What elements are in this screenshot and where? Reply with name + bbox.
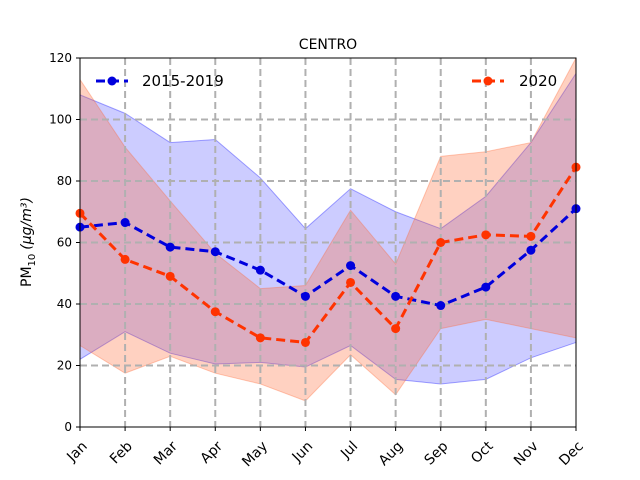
data-point-2020: [481, 230, 491, 240]
y-axis-label-unit: (μg/m³): [19, 197, 35, 250]
legend-label-2015-2019: 2015-2019: [142, 72, 224, 90]
series-lines: [75, 162, 581, 347]
series-line-2015-2019: [79, 207, 578, 308]
data-point-2020: [210, 307, 220, 317]
series-line-2020: [78, 166, 578, 345]
confidence-bands: [79, 57, 577, 402]
y-tick-label: 120: [49, 51, 72, 65]
legend-marker-2015-2019: [107, 76, 117, 86]
data-point-2020: [255, 333, 265, 343]
y-tick-label: 60: [57, 236, 72, 250]
legend-label-2020: 2020: [519, 72, 557, 90]
data-point-2015-2019: [346, 261, 356, 271]
data-point-2020: [346, 277, 356, 287]
y-tick-label: 20: [57, 359, 72, 373]
chart-title: CENTRO: [299, 37, 357, 53]
data-point-2015-2019: [391, 291, 401, 301]
data-point-2015-2019: [526, 245, 536, 255]
data-point-2020: [165, 271, 175, 281]
legend-marker-2020: [483, 76, 493, 86]
data-point-2015-2019: [255, 265, 265, 275]
y-axis-ticks: 0 20 40 60 80 100 120: [49, 51, 80, 434]
y-tick-label: 100: [49, 113, 72, 127]
y-tick-label: 0: [64, 420, 72, 434]
data-point-2015-2019: [436, 301, 446, 311]
y-tick-label: 80: [57, 174, 72, 188]
data-point-2015-2019: [165, 242, 175, 252]
data-point-2020: [526, 231, 536, 241]
data-point-2020: [391, 324, 401, 334]
legend-2015-2019: 2015-2019: [96, 72, 224, 90]
grid-lines: [80, 58, 576, 427]
data-point-2020: [300, 337, 310, 347]
data-point-2015-2019: [210, 247, 220, 257]
y-axis-label: PM10 (μg/m³): [19, 197, 38, 287]
y-tick-label: 40: [57, 297, 72, 311]
data-point-2015-2019: [300, 291, 310, 301]
legend-2020: 2020: [472, 72, 557, 90]
y-axis-label-sub: 10: [27, 254, 38, 267]
data-point-2015-2019: [120, 218, 130, 228]
y-axis-label-main: PM: [19, 266, 35, 287]
data-point-2020: [436, 238, 446, 247]
data-point-2015-2019: [481, 282, 491, 292]
data-point-2020: [120, 254, 130, 264]
